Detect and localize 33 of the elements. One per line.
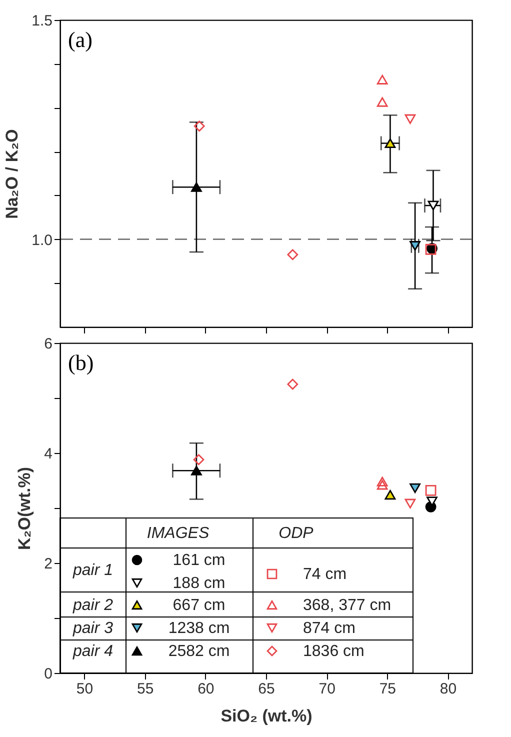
annotation: pair 4 [72, 643, 114, 660]
legend-label: 188 cm [172, 575, 226, 592]
annotation: (b) [68, 350, 94, 375]
y-tick-label: 6 [44, 336, 52, 352]
annotation: IMAGES [146, 525, 210, 542]
y-tick-label: 4 [44, 446, 52, 462]
y-axis-title: Na₂O / K₂O [2, 129, 22, 219]
legend-label: 874 cm [303, 620, 356, 637]
x-axis-title: SiO₂ (wt.%) [220, 706, 312, 726]
legend-label: 667 cm [172, 597, 226, 614]
legend-label: 2582 cm [168, 643, 230, 660]
x-tick-label: 65 [258, 680, 275, 698]
x-tick-label: 70 [318, 680, 336, 698]
y-axis-title: K₂O(wt.%) [15, 466, 34, 550]
y-tick-label: 1.0 [32, 232, 52, 249]
y-tick-label: 2 [44, 556, 52, 572]
x-tick-label: 60 [198, 680, 214, 698]
legend-label: 1836 cm [303, 643, 364, 660]
x-tick-label: 80 [440, 680, 457, 698]
annotation: pair 2 [72, 597, 114, 614]
y-tick-label: 1.5 [32, 12, 52, 30]
annotation: pair 3 [72, 620, 114, 637]
y-tick-label: 0 [44, 666, 52, 682]
x-tick-label: 75 [379, 680, 396, 698]
legend-label: 1238 cm [168, 620, 230, 637]
legend-label: 161 cm [172, 552, 226, 569]
annotation: pair 1 [72, 562, 114, 579]
annotation: ODP [278, 525, 314, 542]
legend-label: 74 cm [303, 566, 347, 583]
legend-label: 368, 377 cm [303, 597, 392, 614]
annotation: (a) [68, 27, 92, 52]
x-tick-label: 55 [136, 680, 154, 698]
x-tick-label: 50 [76, 680, 94, 698]
